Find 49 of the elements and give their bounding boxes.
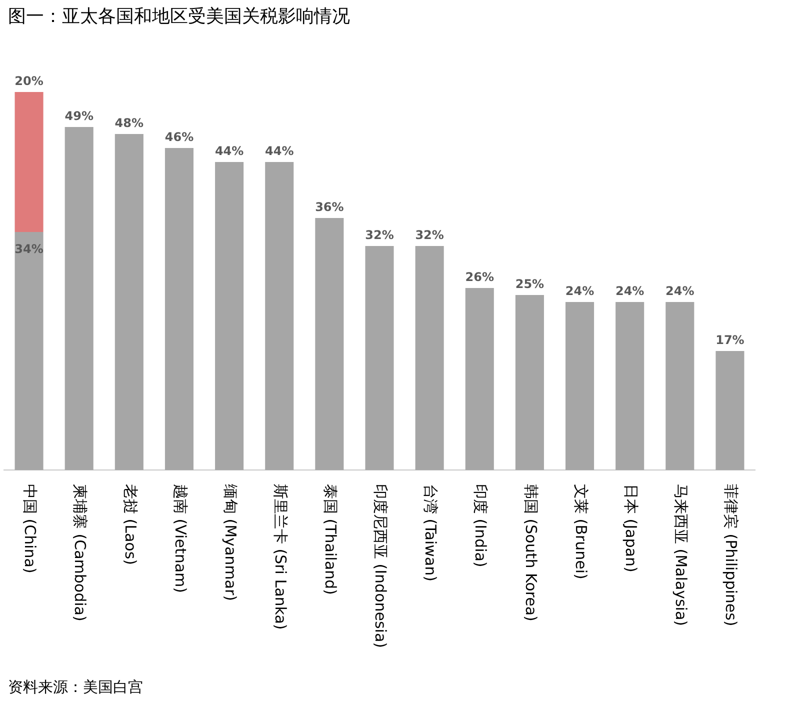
data-label: 26%	[465, 270, 494, 284]
bar	[265, 162, 294, 470]
x-tick-label: 泰国 (Thailand)	[322, 484, 340, 595]
data-label: 32%	[415, 228, 444, 242]
x-tick-label: 台湾 (Taiwan)	[422, 484, 440, 582]
data-label: 24%	[666, 284, 694, 298]
data-label: 46%	[164, 130, 194, 144]
bar	[114, 134, 144, 470]
bar	[14, 232, 44, 470]
bar	[565, 302, 594, 470]
x-tick-label: 印度 (India)	[472, 484, 490, 568]
x-tick-label: 缅甸 (Myanmar)	[221, 484, 240, 601]
x-tick-label: 老挝 (Laos)	[121, 484, 140, 566]
bar	[666, 302, 694, 470]
x-tick-label: 日本 (Japan)	[622, 484, 640, 572]
bar	[164, 148, 194, 470]
data-label: 17%	[716, 333, 744, 348]
x-tick-label: 斯里兰卡 (Sri Lanka)	[271, 484, 290, 630]
bar	[14, 92, 44, 232]
x-tick-label: 菲律宾 (Philippines)	[722, 484, 740, 626]
data-label: 25%	[515, 277, 544, 292]
bar	[716, 351, 744, 470]
data-label: 32%	[365, 228, 394, 242]
bar	[64, 127, 94, 470]
data-label: 24%	[615, 284, 644, 298]
x-tick-label: 印度尼西亚 (Indonesia)	[372, 484, 390, 648]
x-tick-label: 文莱 (Brunei)	[572, 484, 590, 580]
data-label: 44%	[265, 144, 294, 158]
data-label: 49%	[64, 109, 94, 124]
bar	[415, 246, 444, 470]
x-tick-label: 越南 (Vietnam)	[171, 484, 190, 593]
bar	[365, 246, 394, 470]
data-label: 44%	[214, 144, 244, 158]
chart-title: 图一：亚太各国和地区受美国关税影响情况	[8, 5, 350, 28]
x-tick-label: 中国 (China)	[21, 484, 40, 574]
bar	[315, 218, 344, 470]
data-label: 20%	[14, 74, 44, 88]
x-tick-label: 柬埔寨 (Cambodia)	[71, 484, 90, 622]
bar	[215, 162, 244, 470]
x-tick-label: 马来西亚 (Malaysia)	[672, 484, 690, 626]
bar	[465, 288, 494, 470]
text: 资料来源：美国白宫	[8, 678, 143, 697]
bar	[616, 302, 644, 470]
bar	[515, 295, 544, 470]
data-label: 48%	[114, 116, 144, 130]
data-label: 34%	[14, 242, 44, 256]
data-label: 36%	[315, 200, 344, 214]
data-label: 24%	[565, 284, 594, 298]
x-tick-label: 韩国 (South Korea)	[522, 484, 540, 622]
